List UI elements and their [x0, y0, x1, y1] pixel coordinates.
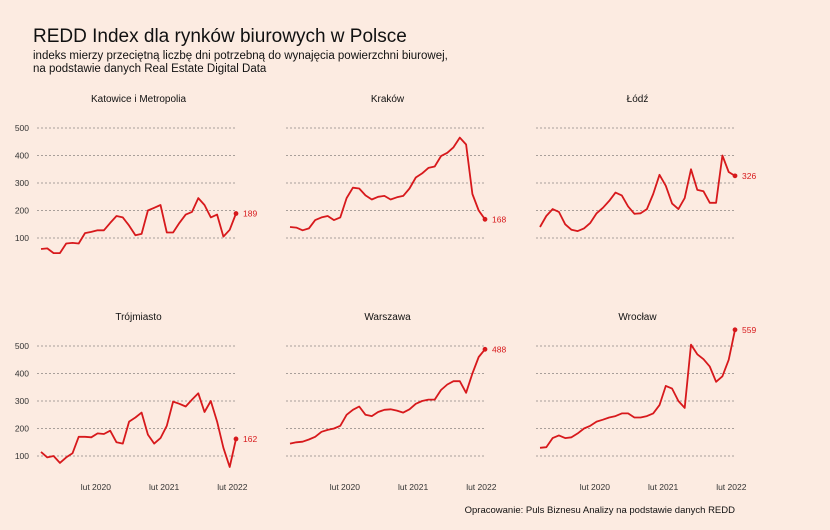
x-tick-label: lut 2020 — [81, 482, 112, 492]
x-tick-label: lut 2021 — [648, 482, 679, 492]
end-point — [732, 173, 738, 179]
end-point — [482, 216, 488, 222]
x-tick-label: lut 2020 — [580, 482, 611, 492]
panel-title: Wrocław — [618, 312, 657, 323]
end-point — [732, 327, 738, 333]
series-line — [539, 154, 736, 233]
end-point — [233, 211, 239, 216]
x-tick-label: lut 2021 — [149, 482, 180, 492]
y-tick-label: 100 — [15, 233, 29, 243]
chart-subtitle: indeks mierzy przeciętną liczbę dni potr… — [33, 50, 448, 76]
source-caption: Opracowanie: Puls Biznesu Analizy na pod… — [464, 505, 735, 516]
subtitle-line-1: indeks mierzy przeciętną liczbę dni potr… — [33, 50, 448, 62]
subtitle-line-2: na podstawie danych Real Estate Digital … — [33, 63, 267, 75]
y-tick-label: 500 — [15, 341, 29, 351]
x-tick-label: lut 2022 — [217, 482, 248, 492]
end-value-label: 162 — [243, 434, 257, 444]
series-line — [289, 348, 486, 445]
y-tick-label: 300 — [15, 178, 29, 188]
end-value-label: 326 — [742, 171, 756, 181]
y-tick-label: 500 — [15, 123, 29, 133]
chart-title: REDD Index dla rynków biurowych w Polsce — [33, 26, 407, 47]
series-line — [539, 329, 736, 449]
panel-title: Łódź — [627, 94, 649, 105]
x-tick-label: lut 2021 — [398, 482, 429, 492]
y-tick-label: 400 — [15, 151, 29, 161]
x-tick-label: lut 2022 — [466, 482, 497, 492]
y-tick-label: 200 — [15, 424, 29, 434]
end-value-label: 488 — [492, 344, 506, 354]
end-value-label: 168 — [492, 214, 506, 224]
x-tick-label: lut 2022 — [716, 482, 747, 492]
x-tick-label: lut 2020 — [330, 482, 361, 492]
y-tick-label: 200 — [15, 206, 29, 216]
series-line — [40, 392, 237, 468]
panel-title: Warszawa — [364, 312, 411, 323]
end-value-label: 189 — [243, 209, 257, 219]
end-point — [482, 346, 488, 352]
y-tick-label: 100 — [15, 451, 29, 461]
end-value-label: 559 — [742, 325, 756, 335]
end-point — [233, 436, 239, 442]
y-tick-label: 400 — [15, 369, 29, 379]
y-tick-label: 300 — [15, 396, 29, 406]
panel-title: Kraków — [371, 94, 405, 105]
series-line — [289, 136, 486, 232]
series-line — [40, 197, 237, 255]
panel-title: Katowice i Metropolia — [91, 94, 186, 105]
panel-title: Trójmiasto — [115, 312, 162, 323]
